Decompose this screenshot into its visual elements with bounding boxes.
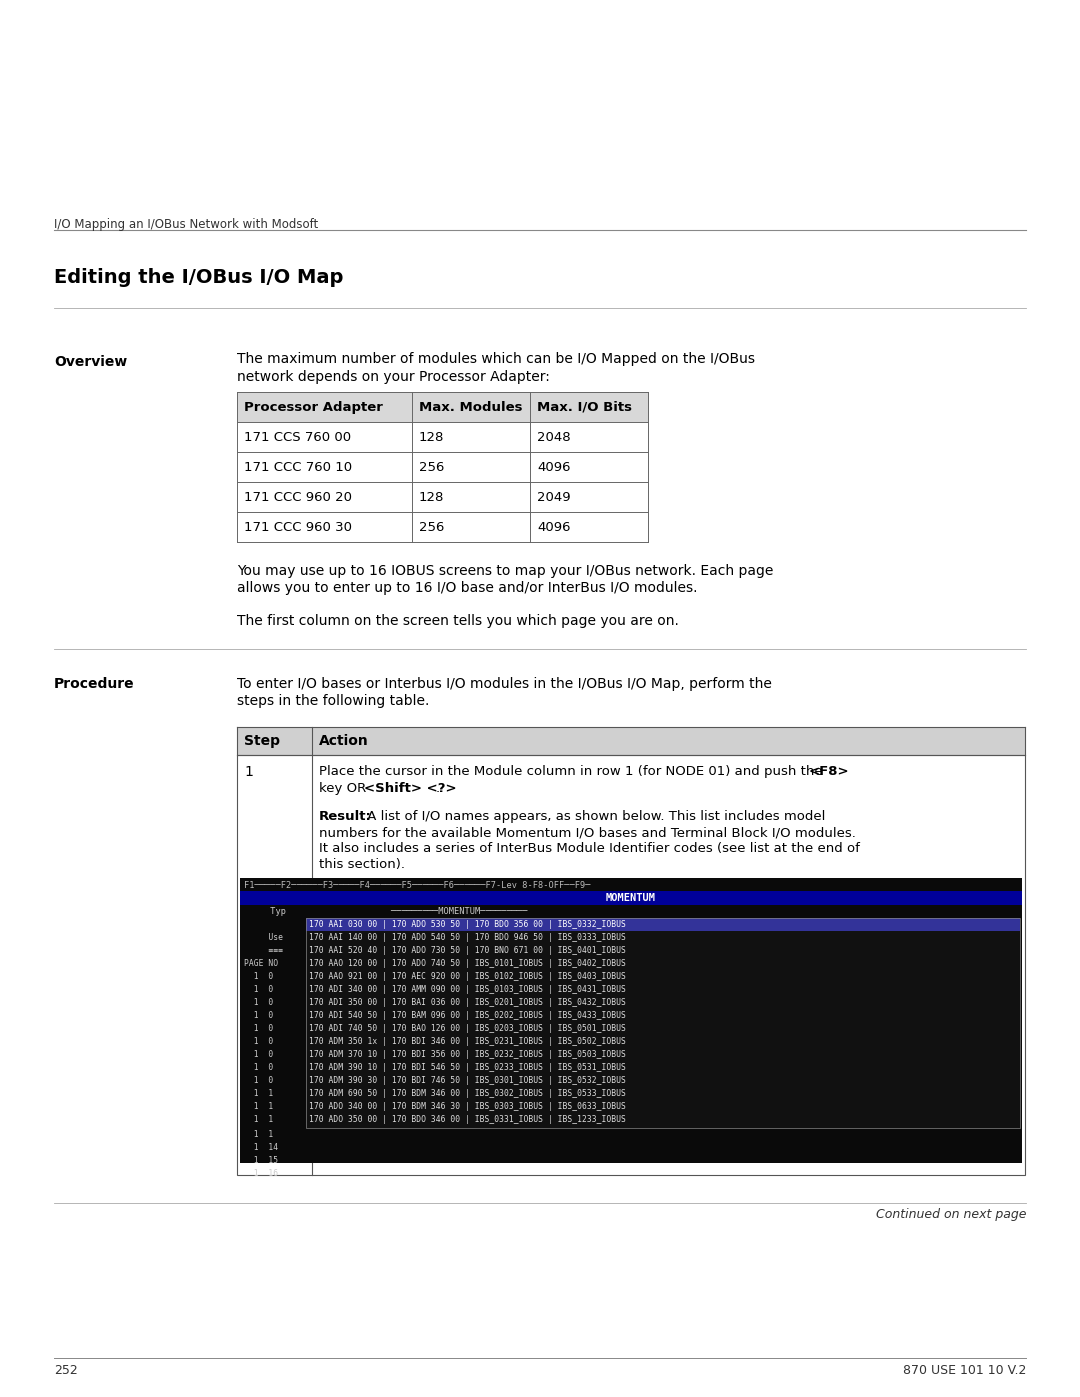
Text: 1  15: 1 15 — [244, 1155, 279, 1165]
Text: 1  0: 1 0 — [244, 1076, 273, 1085]
Text: The maximum number of modules which can be I/O Mapped on the I/OBus: The maximum number of modules which can … — [237, 352, 755, 366]
Text: 4096: 4096 — [537, 461, 570, 474]
Text: ≡≡≡: ≡≡≡ — [244, 946, 283, 956]
Bar — [240, 891, 1022, 905]
Text: 870 USE 101 10 V.2: 870 USE 101 10 V.2 — [903, 1363, 1026, 1377]
Text: 1  16: 1 16 — [244, 1169, 279, 1178]
Text: 171 CCC 760 10: 171 CCC 760 10 — [244, 461, 352, 474]
Text: Step: Step — [244, 733, 280, 747]
Text: 170 ADM 350 1x | 170 BDI 346 00 | IBS_0231_IOBUS | IBS_0502_IOBUS: 170 ADM 350 1x | 170 BDI 346 00 | IBS_02… — [309, 1037, 626, 1046]
Bar — [306, 918, 1020, 1127]
Text: 170 ADO 340 00 | 170 BDM 346 30 | IBS_0303_IOBUS | IBS_0633_IOBUS: 170 ADO 340 00 | 170 BDM 346 30 | IBS_03… — [309, 1102, 626, 1111]
Text: 170 AAI 140 00 | 170 ADO 540 50 | 170 BDO 946 50 | IBS_0333_IOBUS: 170 AAI 140 00 | 170 ADO 540 50 | 170 BD… — [309, 933, 626, 942]
Text: 170 ADI 740 50 | 170 BAO 126 00 | IBS_0203_IOBUS | IBS_0501_IOBUS: 170 ADI 740 50 | 170 BAO 126 00 | IBS_02… — [309, 1024, 626, 1032]
Text: 170 ADO 350 00 | 170 BDO 346 00 | IBS_0331_IOBUS | IBS_1233_IOBUS: 170 ADO 350 00 | 170 BDO 346 00 | IBS_03… — [309, 1115, 626, 1125]
Text: 1: 1 — [244, 766, 253, 780]
Text: 256: 256 — [419, 461, 444, 474]
Bar — [237, 511, 648, 542]
Text: Procedure: Procedure — [54, 678, 135, 692]
Text: 1  0: 1 0 — [244, 1051, 273, 1059]
Bar — [306, 918, 1020, 1127]
Text: 128: 128 — [419, 432, 444, 444]
Bar — [237, 393, 648, 422]
Text: 171 CCC 960 20: 171 CCC 960 20 — [244, 490, 352, 504]
Text: 170 AAI 030 00 | 170 ADO 530 50 | 170 BDO 356 00 | IBS_0332_IOBUS: 170 AAI 030 00 | 170 ADO 530 50 | 170 BD… — [309, 921, 626, 929]
Bar — [240, 877, 1022, 1162]
Text: allows you to enter up to 16 I/O base and/or InterBus I/O modules.: allows you to enter up to 16 I/O base an… — [237, 581, 698, 595]
Bar — [237, 754, 1025, 1175]
Text: Max. Modules: Max. Modules — [419, 401, 523, 414]
Text: To enter I/O bases or Interbus I/O modules in the I/OBus I/O Map, perform the: To enter I/O bases or Interbus I/O modul… — [237, 678, 772, 692]
Text: 1  1: 1 1 — [244, 1090, 273, 1098]
Text: I/O Mapping an I/OBus Network with Modsoft: I/O Mapping an I/OBus Network with Modso… — [54, 218, 319, 231]
Text: 170 ADI 340 00 | 170 AMM 090 00 | IBS_0103_IOBUS | IBS_0431_IOBUS: 170 ADI 340 00 | 170 AMM 090 00 | IBS_01… — [309, 985, 626, 995]
Text: 1  0: 1 0 — [244, 1024, 273, 1032]
Text: 1  0: 1 0 — [244, 1011, 273, 1020]
Text: It also includes a series of InterBus Module Identifier codes (see list at the e: It also includes a series of InterBus Mo… — [319, 842, 860, 855]
Text: A list of I/O names appears, as shown below. This list includes model: A list of I/O names appears, as shown be… — [363, 810, 825, 823]
Bar — [306, 918, 1020, 930]
Text: 2049: 2049 — [537, 490, 570, 504]
Text: Action: Action — [319, 733, 368, 747]
Text: Editing the I/OBus I/O Map: Editing the I/OBus I/O Map — [54, 268, 343, 286]
Text: 1  0: 1 0 — [244, 997, 273, 1007]
Bar — [240, 905, 1022, 918]
Text: 1  0: 1 0 — [244, 1037, 273, 1046]
Text: 170 ADI 540 50 | 170 BAM 096 00 | IBS_0202_IOBUS | IBS_0433_IOBUS: 170 ADI 540 50 | 170 BAM 096 00 | IBS_02… — [309, 1011, 626, 1020]
Text: 170 AAO 921 00 | 170 AEC 920 00 | IBS_0102_IOBUS | IBS_0403_IOBUS: 170 AAO 921 00 | 170 AEC 920 00 | IBS_01… — [309, 972, 626, 981]
Text: <F8>: <F8> — [809, 766, 850, 778]
Bar — [237, 482, 648, 511]
Text: 170 ADM 370 10 | 170 BDI 356 00 | IBS_0232_IOBUS | IBS_0503_IOBUS: 170 ADM 370 10 | 170 BDI 356 00 | IBS_02… — [309, 1051, 626, 1059]
Text: <Shift> <?>: <Shift> <?> — [364, 782, 457, 795]
Text: key OR: key OR — [319, 782, 370, 795]
Text: Result:: Result: — [319, 810, 372, 823]
Text: Max. I/O Bits: Max. I/O Bits — [537, 401, 632, 414]
Bar — [237, 422, 648, 453]
Text: 1  14: 1 14 — [244, 1143, 279, 1153]
Text: The first column on the screen tells you which page you are on.: The first column on the screen tells you… — [237, 615, 679, 629]
Text: 170 AAO 120 00 | 170 ADO 740 50 | IBS_0101_IOBUS | IBS_0402_IOBUS: 170 AAO 120 00 | 170 ADO 740 50 | IBS_01… — [309, 958, 626, 968]
Text: MOMENTUM: MOMENTUM — [606, 893, 656, 902]
Text: PAGE NO: PAGE NO — [244, 958, 279, 968]
Text: 1  0: 1 0 — [244, 1063, 273, 1071]
Text: 170 AAI 520 40 | 170 ADO 730 50 | 170 BNO 671 00 | IBS_0401_IOBUS: 170 AAI 520 40 | 170 ADO 730 50 | 170 BN… — [309, 946, 626, 956]
Text: Place the cursor in the Module column in row 1 (for NODE 01) and push the: Place the cursor in the Module column in… — [319, 766, 827, 778]
Text: .: . — [436, 782, 441, 795]
Text: 171 CCS 760 00: 171 CCS 760 00 — [244, 432, 351, 444]
Text: F1─────F2──────F3─────F4──────F5──────F6──────F7-Lev 8-F8-OFF──F9─: F1─────F2──────F3─────F4──────F5──────F6… — [244, 882, 591, 890]
Text: this section).: this section). — [319, 858, 405, 870]
Text: 1  1: 1 1 — [244, 1102, 273, 1111]
Text: 256: 256 — [419, 521, 444, 534]
Text: Typ                    ─────────MOMENTUM─────────: Typ ─────────MOMENTUM───────── — [244, 907, 527, 916]
Text: Processor Adapter: Processor Adapter — [244, 401, 383, 414]
Text: 170 ADM 390 10 | 170 BDI 546 50 | IBS_0233_IOBUS | IBS_0531_IOBUS: 170 ADM 390 10 | 170 BDI 546 50 | IBS_02… — [309, 1063, 626, 1071]
Text: 170 ADM 390 30 | 170 BDI 746 50 | IBS_0301_IOBUS | IBS_0532_IOBUS: 170 ADM 390 30 | 170 BDI 746 50 | IBS_03… — [309, 1076, 626, 1085]
Text: Overview: Overview — [54, 355, 127, 369]
Text: numbers for the available Momentum I/O bases and Terminal Block I/O modules.: numbers for the available Momentum I/O b… — [319, 826, 855, 840]
Text: 1  0: 1 0 — [244, 972, 273, 981]
Bar — [237, 453, 648, 482]
Text: 4096: 4096 — [537, 521, 570, 534]
Text: 171 CCC 960 30: 171 CCC 960 30 — [244, 521, 352, 534]
Text: Use: Use — [244, 933, 283, 942]
Text: Continued on next page: Continued on next page — [876, 1208, 1026, 1221]
Text: 128: 128 — [419, 490, 444, 504]
Text: steps in the following table.: steps in the following table. — [237, 694, 430, 708]
Text: 170 ADM 690 50 | 170 BDM 346 00 | IBS_0302_IOBUS | IBS_0533_IOBUS: 170 ADM 690 50 | 170 BDM 346 00 | IBS_03… — [309, 1090, 626, 1098]
Text: 1  0: 1 0 — [244, 985, 273, 995]
Bar — [237, 726, 1025, 754]
Text: 2048: 2048 — [537, 432, 570, 444]
Text: 252: 252 — [54, 1363, 78, 1377]
Text: 1  1: 1 1 — [244, 1130, 273, 1139]
Text: 170 ADI 350 00 | 170 BAI 036 00 | IBS_0201_IOBUS | IBS_0432_IOBUS: 170 ADI 350 00 | 170 BAI 036 00 | IBS_02… — [309, 997, 626, 1007]
Text: network depends on your Processor Adapter:: network depends on your Processor Adapte… — [237, 370, 550, 384]
Text: You may use up to 16 IOBUS screens to map your I/OBus network. Each page: You may use up to 16 IOBUS screens to ma… — [237, 564, 773, 578]
Text: 1  1: 1 1 — [244, 1115, 273, 1125]
